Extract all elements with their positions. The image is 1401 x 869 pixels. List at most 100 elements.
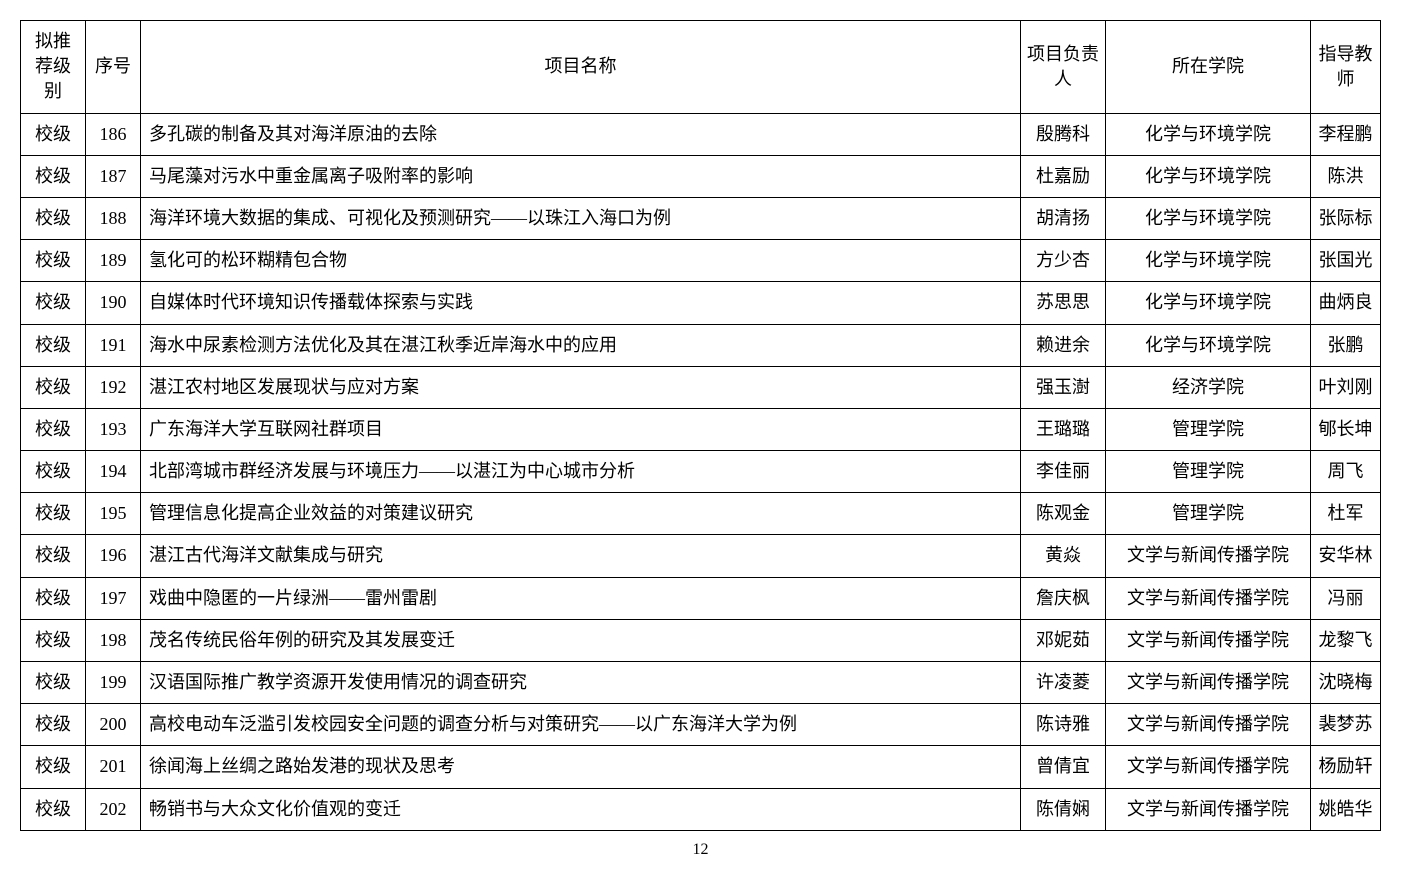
table-cell: 高校电动车泛滥引发校园安全问题的调查分析与对策研究——以广东海洋大学为例 (141, 704, 1021, 746)
table-cell: 海水中尿素检测方法优化及其在湛江秋季近岸海水中的应用 (141, 324, 1021, 366)
table-cell: 赖进余 (1021, 324, 1106, 366)
table-cell: 193 (86, 408, 141, 450)
table-cell: 校级 (21, 662, 86, 704)
table-cell: 管理学院 (1106, 451, 1311, 493)
table-cell: 文学与新闻传播学院 (1106, 788, 1311, 830)
table-cell: 曾倩宜 (1021, 746, 1106, 788)
table-cell: 许凌菱 (1021, 662, 1106, 704)
table-cell: 校级 (21, 155, 86, 197)
table-cell: 张鹏 (1311, 324, 1381, 366)
table-body: 校级186多孔碳的制备及其对海洋原油的去除殷腾科化学与环境学院李程鹏校级187马… (21, 113, 1381, 830)
table-cell: 化学与环境学院 (1106, 324, 1311, 366)
table-cell: 192 (86, 366, 141, 408)
table-cell: 王璐璐 (1021, 408, 1106, 450)
table-row: 校级188海洋环境大数据的集成、可视化及预测研究——以珠江入海口为例胡清扬化学与… (21, 197, 1381, 239)
table-cell: 校级 (21, 366, 86, 408)
table-cell: 沈晓梅 (1311, 662, 1381, 704)
table-cell: 茂名传统民俗年例的研究及其发展变迁 (141, 619, 1021, 661)
table-cell: 校级 (21, 197, 86, 239)
header-advisor: 指导教师 (1311, 21, 1381, 114)
table-cell: 197 (86, 577, 141, 619)
table-cell: 校级 (21, 788, 86, 830)
table-cell: 202 (86, 788, 141, 830)
table-cell: 龙黎飞 (1311, 619, 1381, 661)
table-header: 拟推荐级别 序号 项目名称 项目负责人 所在学院 指导教师 (21, 21, 1381, 114)
table-cell: 201 (86, 746, 141, 788)
table-cell: 陈倩娴 (1021, 788, 1106, 830)
table-cell: 湛江农村地区发展现状与应对方案 (141, 366, 1021, 408)
table-row: 校级201徐闻海上丝绸之路始发港的现状及思考曾倩宜文学与新闻传播学院杨励轩 (21, 746, 1381, 788)
table-row: 校级196湛江古代海洋文献集成与研究黄焱文学与新闻传播学院安华林 (21, 535, 1381, 577)
table-cell: 陈观金 (1021, 493, 1106, 535)
table-row: 校级200高校电动车泛滥引发校园安全问题的调查分析与对策研究——以广东海洋大学为… (21, 704, 1381, 746)
table-cell: 汉语国际推广教学资源开发使用情况的调查研究 (141, 662, 1021, 704)
table-row: 校级190自媒体时代环境知识传播载体探索与实践苏思思化学与环境学院曲炳良 (21, 282, 1381, 324)
table-row: 校级186多孔碳的制备及其对海洋原油的去除殷腾科化学与环境学院李程鹏 (21, 113, 1381, 155)
table-cell: 安华林 (1311, 535, 1381, 577)
table-cell: 文学与新闻传播学院 (1106, 746, 1311, 788)
table-cell: 化学与环境学院 (1106, 197, 1311, 239)
table-cell: 徐闻海上丝绸之路始发港的现状及思考 (141, 746, 1021, 788)
table-cell: 胡清扬 (1021, 197, 1106, 239)
table-cell: 194 (86, 451, 141, 493)
table-cell: 叶刘刚 (1311, 366, 1381, 408)
table-cell: 校级 (21, 619, 86, 661)
table-cell: 校级 (21, 451, 86, 493)
table-cell: 191 (86, 324, 141, 366)
table-cell: 文学与新闻传播学院 (1106, 662, 1311, 704)
table-cell: 郇长坤 (1311, 408, 1381, 450)
table-cell: 强玉澍 (1021, 366, 1106, 408)
table-cell: 化学与环境学院 (1106, 240, 1311, 282)
table-row: 校级192湛江农村地区发展现状与应对方案强玉澍经济学院叶刘刚 (21, 366, 1381, 408)
table-row: 校级191海水中尿素检测方法优化及其在湛江秋季近岸海水中的应用赖进余化学与环境学… (21, 324, 1381, 366)
table-cell: 校级 (21, 408, 86, 450)
table-cell: 苏思思 (1021, 282, 1106, 324)
table-cell: 畅销书与大众文化价值观的变迁 (141, 788, 1021, 830)
table-cell: 校级 (21, 493, 86, 535)
table-cell: 姚皓华 (1311, 788, 1381, 830)
table-cell: 校级 (21, 113, 86, 155)
table-cell: 杜军 (1311, 493, 1381, 535)
table-cell: 195 (86, 493, 141, 535)
table-cell: 校级 (21, 240, 86, 282)
header-leader: 项目负责人 (1021, 21, 1106, 114)
table-cell: 化学与环境学院 (1106, 282, 1311, 324)
table-cell: 管理学院 (1106, 408, 1311, 450)
table-cell: 周飞 (1311, 451, 1381, 493)
table-cell: 殷腾科 (1021, 113, 1106, 155)
table-cell: 詹庆枫 (1021, 577, 1106, 619)
table-row: 校级195管理信息化提高企业效益的对策建议研究陈观金管理学院杜军 (21, 493, 1381, 535)
table-row: 校级197戏曲中隐匿的一片绿洲——雷州雷剧詹庆枫文学与新闻传播学院冯丽 (21, 577, 1381, 619)
table-row: 校级193广东海洋大学互联网社群项目王璐璐管理学院郇长坤 (21, 408, 1381, 450)
table-row: 校级194北部湾城市群经济发展与环境压力——以湛江为中心城市分析李佳丽管理学院周… (21, 451, 1381, 493)
table-row: 校级187马尾藻对污水中重金属离子吸附率的影响杜嘉励化学与环境学院陈洪 (21, 155, 1381, 197)
table-cell: 陈洪 (1311, 155, 1381, 197)
table-cell: 湛江古代海洋文献集成与研究 (141, 535, 1021, 577)
table-cell: 校级 (21, 746, 86, 788)
table-cell: 氢化可的松环糊精包合物 (141, 240, 1021, 282)
table-cell: 校级 (21, 704, 86, 746)
table-cell: 188 (86, 197, 141, 239)
table-cell: 自媒体时代环境知识传播载体探索与实践 (141, 282, 1021, 324)
header-college: 所在学院 (1106, 21, 1311, 114)
table-cell: 189 (86, 240, 141, 282)
table-cell: 管理信息化提高企业效益的对策建议研究 (141, 493, 1021, 535)
table-cell: 李程鹏 (1311, 113, 1381, 155)
header-level: 拟推荐级别 (21, 21, 86, 114)
table-cell: 190 (86, 282, 141, 324)
table-cell: 200 (86, 704, 141, 746)
table-cell: 邓妮茹 (1021, 619, 1106, 661)
table-row: 校级199汉语国际推广教学资源开发使用情况的调查研究许凌菱文学与新闻传播学院沈晓… (21, 662, 1381, 704)
table-cell: 文学与新闻传播学院 (1106, 577, 1311, 619)
table-cell: 187 (86, 155, 141, 197)
table-cell: 马尾藻对污水中重金属离子吸附率的影响 (141, 155, 1021, 197)
table-cell: 文学与新闻传播学院 (1106, 619, 1311, 661)
table-cell: 化学与环境学院 (1106, 113, 1311, 155)
table-cell: 186 (86, 113, 141, 155)
table-cell: 裴梦苏 (1311, 704, 1381, 746)
table-cell: 校级 (21, 577, 86, 619)
table-cell: 张际标 (1311, 197, 1381, 239)
table-cell: 校级 (21, 324, 86, 366)
table-cell: 经济学院 (1106, 366, 1311, 408)
table-cell: 戏曲中隐匿的一片绿洲——雷州雷剧 (141, 577, 1021, 619)
